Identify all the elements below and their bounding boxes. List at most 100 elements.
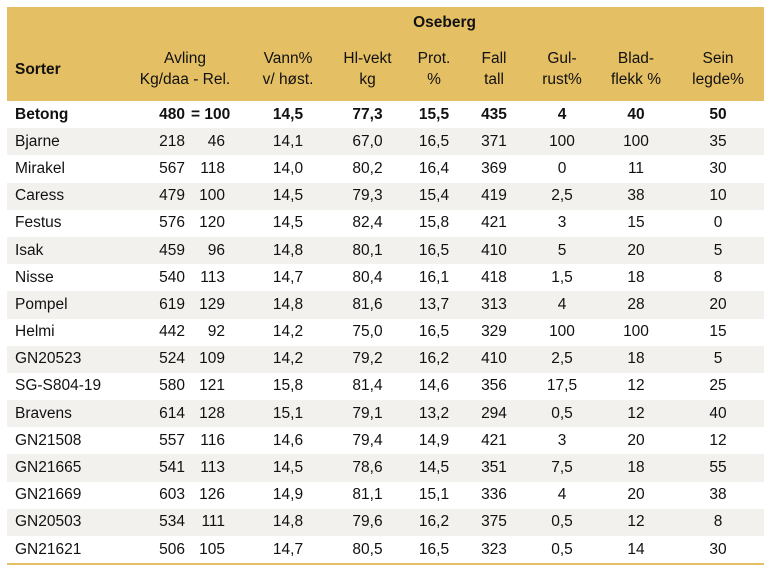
table-row: Caress 479 100 14,5 79,3 15,4 419 2,5 38 10 <box>7 182 765 210</box>
cell-sein: 20 <box>672 291 765 319</box>
cell-prot: 15,4 <box>404 182 464 210</box>
col-header-hl-vekt: Hl-vekt kg <box>331 39 404 100</box>
cell-blad: 20 <box>600 427 672 455</box>
cell-fall: 421 <box>464 427 524 455</box>
cell-hl: 81,6 <box>331 291 404 319</box>
table-row: GN21621 506 105 14,7 80,5 16,5 323 0,5 14 30 <box>7 536 765 566</box>
cell-rel: 126 <box>189 481 245 509</box>
cell-gul: 4 <box>524 98 600 129</box>
cell-fall: 418 <box>464 264 524 292</box>
cell-name: GN21665 <box>7 454 125 482</box>
cell-kg: 557 <box>125 427 189 455</box>
cell-sein: 10 <box>672 182 765 210</box>
table-row: Nisse 540 113 14,7 80,4 16,1 418 1,5 18 8 <box>7 264 765 292</box>
cell-rel: 116 <box>189 427 245 455</box>
cell-gul: 2,5 <box>524 345 600 373</box>
cell-prot: 14,9 <box>404 427 464 455</box>
cell-prot: 16,5 <box>404 128 464 156</box>
cell-kg: 580 <box>125 372 189 401</box>
cell-fall: 435 <box>464 98 524 129</box>
cell-rel: = 100 <box>189 98 245 129</box>
cell-blad: 20 <box>600 481 672 509</box>
cell-gul: 3 <box>524 427 600 455</box>
cell-kg: 534 <box>125 508 189 536</box>
cell-kg: 614 <box>125 400 189 428</box>
cell-gul: 0 <box>524 155 600 183</box>
col-header-bladflekk: Blad- flekk % <box>600 39 672 100</box>
cell-gul: 17,5 <box>524 372 600 401</box>
table-row: Bravens 614 128 15,1 79,1 13,2 294 0,5 12 40 <box>7 400 765 428</box>
cell-vann: 14,5 <box>245 98 331 129</box>
cell-kg: 567 <box>125 155 189 183</box>
cell-vann: 14,5 <box>245 182 331 210</box>
col-header-fall-line1: Fall <box>481 50 507 67</box>
cell-kg: 480 <box>125 98 189 129</box>
cell-gul: 0,5 <box>524 508 600 536</box>
cell-name: Caress <box>7 182 125 210</box>
cell-fall: 294 <box>464 400 524 428</box>
cell-sein: 8 <box>672 264 765 292</box>
cell-rel: 120 <box>189 209 245 237</box>
cell-gul: 5 <box>524 236 600 265</box>
col-header-fall: Fall tall <box>464 39 524 100</box>
cell-name: Nisse <box>7 264 125 292</box>
table-row: Pompel 619 129 14,8 81,6 13,7 313 4 28 20 <box>7 291 765 319</box>
cell-prot: 15,5 <box>404 98 464 129</box>
cell-hl: 81,4 <box>331 372 404 401</box>
cell-vann: 14,8 <box>245 236 331 265</box>
cell-vann: 14,0 <box>245 155 331 183</box>
cell-fall: 410 <box>464 236 524 265</box>
cell-sein: 5 <box>672 236 765 265</box>
header-column-row: Sorter Avling Kg/daa - Rel. Vann% v/ høs… <box>7 39 765 100</box>
variety-trial-table-wrapper: Oseberg Sorter Avling Kg/daa - Rel. Vann… <box>7 7 765 566</box>
cell-gul: 4 <box>524 481 600 509</box>
col-header-sorter: Sorter <box>7 39 125 100</box>
cell-rel: 113 <box>189 454 245 482</box>
cell-rel: 121 <box>189 372 245 401</box>
cell-fall: 351 <box>464 454 524 482</box>
cell-name: Bjarne <box>7 128 125 156</box>
cell-sein: 5 <box>672 345 765 373</box>
cell-name: Isak <box>7 236 125 265</box>
cell-rel: 92 <box>189 318 245 346</box>
col-header-hl-line1: Hl-vekt <box>343 50 392 67</box>
col-header-vann-line2: v/ høst. <box>262 71 314 88</box>
cell-prot: 14,6 <box>404 372 464 401</box>
cell-rel: 111 <box>189 508 245 536</box>
cell-hl: 81,1 <box>331 481 404 509</box>
cell-rel: 100 <box>189 182 245 210</box>
cell-hl: 80,4 <box>331 264 404 292</box>
cell-blad: 18 <box>600 264 672 292</box>
cell-name: GN21669 <box>7 481 125 509</box>
cell-prot: 16,5 <box>404 536 464 566</box>
cell-sein: 40 <box>672 400 765 428</box>
cell-blad: 28 <box>600 291 672 319</box>
col-header-vann-line1: Vann% <box>263 50 313 67</box>
cell-rel: 113 <box>189 264 245 292</box>
cell-blad: 15 <box>600 209 672 237</box>
cell-fall: 371 <box>464 128 524 156</box>
col-header-avling-line1: Avling <box>164 50 206 67</box>
cell-prot: 16,2 <box>404 345 464 373</box>
cell-blad: 38 <box>600 182 672 210</box>
cell-rel: 105 <box>189 536 245 566</box>
cell-gul: 0,5 <box>524 536 600 566</box>
cell-kg: 541 <box>125 454 189 482</box>
cell-sein: 30 <box>672 536 765 566</box>
cell-kg: 218 <box>125 128 189 156</box>
cell-vann: 14,5 <box>245 454 331 482</box>
cell-hl: 78,6 <box>331 454 404 482</box>
col-header-gul-line2: rust% <box>542 71 582 88</box>
cell-prot: 13,2 <box>404 400 464 428</box>
cell-name: Pompel <box>7 291 125 319</box>
cell-name: SG-S804-19 <box>7 372 125 401</box>
col-header-prot-line1: Prot. <box>417 50 451 67</box>
cell-hl: 75,0 <box>331 318 404 346</box>
cell-prot: 13,7 <box>404 291 464 319</box>
cell-name: Festus <box>7 209 125 237</box>
cell-rel: 118 <box>189 155 245 183</box>
cell-fall: 419 <box>464 182 524 210</box>
cell-sein: 38 <box>672 481 765 509</box>
col-header-avling: Avling Kg/daa - Rel. <box>125 39 245 100</box>
cell-blad: 100 <box>600 318 672 346</box>
